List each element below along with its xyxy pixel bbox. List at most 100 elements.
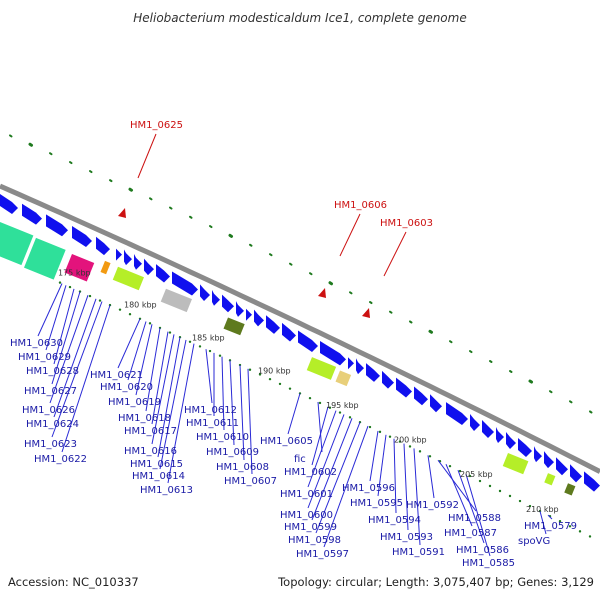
outer-tick [249,243,253,247]
label-connector [317,401,323,453]
highlight-leader [383,231,407,277]
gene-arrow [124,249,132,266]
kbp-tick-label: 175 kbp [58,269,91,278]
gene-label-hm1-0594: HM1_0594 [368,515,421,526]
gene-arrow [282,322,296,342]
outer-tick [128,187,133,192]
outer-tick [489,360,493,364]
gene-label-hm1-0617: HM1_0617 [124,426,177,437]
outer-tick [469,350,473,354]
outer-tick [328,281,333,286]
label-connector [539,510,547,535]
gene-arrow [144,258,154,276]
inner-tick [308,396,312,400]
inner-tick [258,373,262,376]
inner-tick [68,285,72,289]
kbp-tick-label: 205 kbp [460,470,493,479]
gene-label-hm1-0593: HM1_0593 [380,532,433,543]
outer-tick [369,301,373,305]
label-connector [157,337,181,458]
feature-block [544,473,556,486]
label-connector [393,438,397,514]
kbp-tick-label: 190 kbp [258,367,291,376]
gene-label-hm1-0621: HM1_0621 [90,370,143,381]
outer-tick [49,152,53,156]
gene-label-hm1-0586: HM1_0586 [456,545,509,556]
label-connector [547,514,553,520]
label-connector [61,304,111,453]
gene-arrow [496,427,504,444]
gene-label-hm1-0595: HM1_0595 [350,498,403,509]
inner-tick [508,494,512,498]
feature-block [112,266,144,291]
gene-arrow [470,414,480,432]
outer-tick [69,161,73,165]
gene-arrow [482,420,494,439]
label-connector [311,406,329,466]
label-connector [427,455,435,499]
inner-tick [478,479,482,483]
gene-arrow [72,225,92,247]
outer-tick [509,370,513,374]
label-connector [465,473,491,557]
outer-tick [169,206,173,210]
gene-label-hm1-0623: HM1_0623 [24,439,77,450]
gene-arrow [544,451,554,469]
highlighted-genes: HM1_0625 HM1_0606 HM1_0603 [118,120,433,318]
highlight-label-hm1-0603: HM1_0603 [380,218,433,229]
gene-arrow [556,457,568,476]
gene-label-hm1-0618: HM1_0618 [118,413,171,424]
gene-arrow [266,315,280,334]
label-connector [229,360,235,446]
inner-tick [88,294,92,298]
gene-arrow [518,438,532,458]
kbp-tick-label: 210 kbp [526,505,559,514]
feature-block [160,288,192,313]
gene-label-hm1-0615: HM1_0615 [130,459,183,470]
gene-arrow [584,471,600,492]
label-connector [457,469,485,544]
outer-tick [389,310,393,314]
label-connector [145,327,161,412]
feature-block [100,260,111,275]
inner-tick [588,535,592,538]
gene-label-hm1-0597: HM1_0597 [296,549,349,560]
inner-tick [488,484,492,488]
feature-block [564,483,576,496]
gene-arrow [46,214,68,237]
label-connector [51,291,81,385]
gene-arrow [246,305,252,321]
outer-tick [309,272,313,276]
outer-tick [189,215,193,219]
outer-tick [228,233,233,238]
gene-label-hm1-0629: HM1_0629 [18,352,71,363]
inner-tick [98,299,102,302]
gene-label-hm1-0588: HM1_0588 [448,513,501,524]
gene-arrow [356,358,364,375]
gene-label-hm1-0600: HM1_0600 [280,510,333,521]
inner-tick [398,440,402,443]
label-connector [311,418,353,521]
inner-tick [278,382,282,386]
gene-arrow [320,340,346,366]
label-connector [287,393,301,435]
gene-arrow [382,370,394,389]
inner-tick [348,416,352,419]
inner-tick [448,464,452,468]
inner-tick [498,489,502,493]
outer-tick [428,329,433,334]
feature-block [335,370,352,387]
gene-label-hm1-0601: HM1_0601 [280,489,333,500]
inner-tick [408,445,412,448]
outer-tick [289,262,293,266]
label-connector [445,463,473,527]
label-connector [53,288,75,365]
outer-tick [409,320,413,324]
inner-tick [268,377,272,381]
inner-tick [568,525,572,528]
highlight-marker [318,288,326,298]
gene-label-hm1-0585: HM1_0585 [462,558,515,569]
inner-tick [218,354,222,357]
feature-block [0,222,34,266]
